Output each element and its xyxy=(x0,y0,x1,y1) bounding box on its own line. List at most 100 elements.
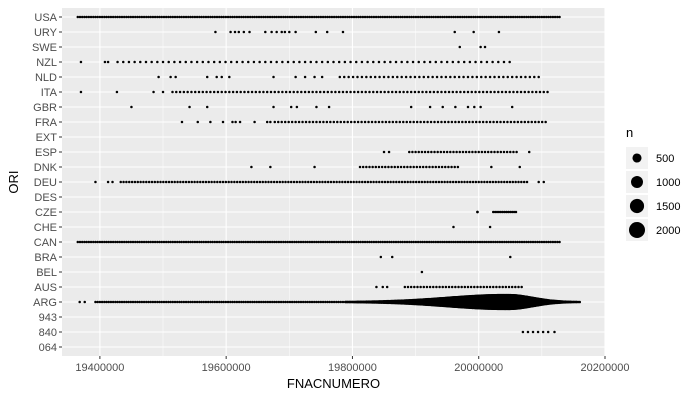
data-point xyxy=(505,180,509,184)
data-point xyxy=(301,120,304,124)
data-point xyxy=(247,90,250,94)
data-point xyxy=(162,180,165,184)
data-point xyxy=(409,105,413,109)
data-point xyxy=(461,240,464,244)
data-point xyxy=(483,180,486,184)
data-point xyxy=(426,75,430,79)
data-point xyxy=(533,120,537,124)
data-point xyxy=(140,15,144,19)
data-point xyxy=(339,15,343,19)
data-point xyxy=(478,240,482,244)
data-point xyxy=(408,120,412,124)
data-point xyxy=(452,15,455,19)
data-point xyxy=(265,120,269,124)
data-point xyxy=(114,15,117,19)
data-point xyxy=(133,60,136,64)
data-point xyxy=(385,15,389,19)
data-point xyxy=(111,300,115,304)
data-point xyxy=(383,15,387,19)
data-point xyxy=(160,300,164,304)
data-point xyxy=(438,15,442,19)
data-point xyxy=(379,15,382,19)
data-point xyxy=(514,15,517,19)
data-point xyxy=(342,75,346,79)
data-point xyxy=(94,180,97,184)
data-point xyxy=(492,120,495,124)
data-point xyxy=(459,90,462,94)
data-point xyxy=(434,60,438,64)
data-point xyxy=(273,300,276,304)
data-point xyxy=(304,300,307,304)
data-point xyxy=(551,240,555,244)
data-point xyxy=(142,240,146,244)
data-point xyxy=(473,285,476,289)
data-point xyxy=(527,240,530,244)
data-point xyxy=(173,240,177,244)
data-point xyxy=(346,15,349,19)
data-point xyxy=(540,15,544,19)
data-point xyxy=(156,300,159,304)
data-point xyxy=(116,15,119,19)
data-point xyxy=(507,15,510,19)
data-point xyxy=(235,240,239,244)
data-point xyxy=(367,120,370,124)
data-point xyxy=(139,60,142,64)
data-point xyxy=(315,60,318,64)
data-point xyxy=(310,300,314,304)
data-point xyxy=(434,15,438,19)
data-point xyxy=(224,90,227,94)
data-point xyxy=(537,180,540,184)
data-point xyxy=(363,240,367,244)
data-point xyxy=(83,15,86,19)
data-point xyxy=(122,60,125,64)
data-point xyxy=(445,150,449,154)
data-point xyxy=(515,90,519,94)
data-point xyxy=(269,60,273,64)
data-point xyxy=(395,120,398,124)
data-point xyxy=(171,90,174,94)
data-point xyxy=(83,300,86,304)
data-point xyxy=(275,15,278,19)
data-point xyxy=(222,240,225,244)
data-point xyxy=(458,150,462,154)
data-point xyxy=(558,240,561,244)
data-point xyxy=(239,90,242,94)
data-point xyxy=(187,180,191,184)
data-point xyxy=(158,240,161,244)
data-point xyxy=(127,300,130,304)
data-point xyxy=(258,180,262,184)
data-point xyxy=(222,300,225,304)
data-point xyxy=(413,90,417,94)
data-point xyxy=(436,90,439,94)
y-tick-label: DNK xyxy=(34,162,58,174)
data-point xyxy=(299,240,303,244)
data-point xyxy=(435,285,438,289)
data-point xyxy=(473,105,476,109)
data-point xyxy=(468,150,471,154)
data-point xyxy=(297,120,301,124)
data-point xyxy=(348,240,351,244)
data-point xyxy=(466,285,470,289)
data-point xyxy=(464,150,468,154)
data-point xyxy=(153,180,157,184)
data-point xyxy=(180,300,183,304)
data-point xyxy=(191,15,194,19)
data-point xyxy=(370,120,374,124)
data-point xyxy=(164,180,168,184)
data-point xyxy=(447,90,451,94)
data-point xyxy=(393,165,396,169)
data-point xyxy=(328,300,331,304)
data-point xyxy=(480,240,484,244)
data-point xyxy=(107,240,110,244)
data-point xyxy=(313,165,316,169)
data-point xyxy=(233,240,236,244)
data-point xyxy=(153,15,157,19)
data-point xyxy=(537,75,540,79)
data-point xyxy=(319,240,323,244)
data-point xyxy=(480,60,483,64)
data-point xyxy=(191,300,194,304)
x-tick-label: 20000000 xyxy=(454,362,503,374)
data-point xyxy=(502,75,505,79)
data-point xyxy=(497,60,500,64)
data-point xyxy=(184,60,187,64)
